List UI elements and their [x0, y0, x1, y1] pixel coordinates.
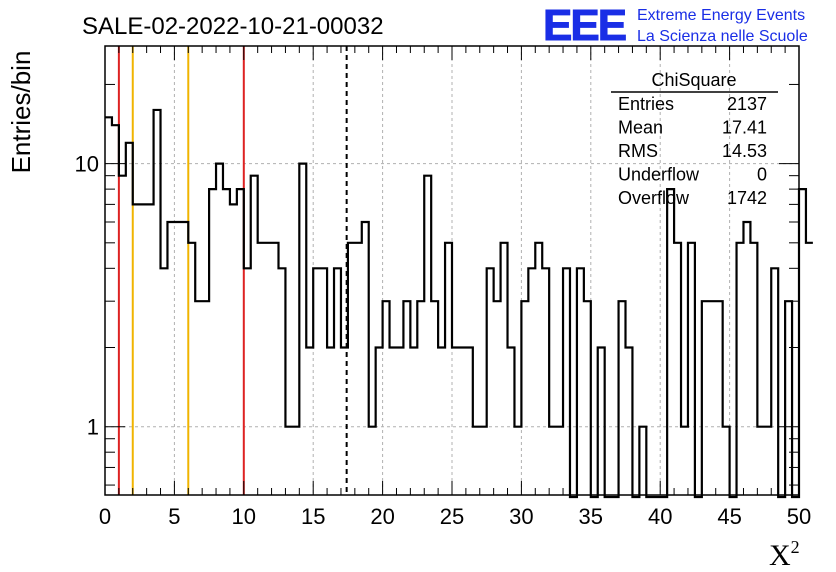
stats-row-value: 0: [757, 165, 767, 185]
stats-row-label: Mean: [618, 118, 663, 138]
axis-layer: 0 5 10 15 20 25 30 35 40 45 50 1 10: [75, 45, 811, 529]
marker-lines-layer: [117, 46, 348, 495]
stats-row-label: RMS: [618, 141, 658, 161]
eee-logo: EEE Extreme Energy Events La Scienza nel…: [543, 1, 808, 51]
logo-line-1: Extreme Energy Events: [637, 7, 805, 24]
x-tick-label: 45: [717, 504, 741, 529]
x-tick-label: 10: [232, 504, 256, 529]
stats-row-label: Entries: [618, 94, 674, 114]
stats-row-value: 2137: [727, 94, 767, 114]
x-axis-label-superscript: 2: [791, 537, 800, 557]
logo-line-2: La Scienza nelle Scuole: [637, 28, 808, 45]
stats-rows: Entries 2137 Mean 17.41 RMS 14.53 Underflow 0 Ov…: [618, 94, 767, 208]
x-axis-label-main: X: [769, 539, 791, 572]
x-tick-label: 50: [787, 504, 811, 529]
histogram-layer: [105, 108, 813, 499]
x-axis-label: X2: [769, 537, 800, 572]
chart-title: SALE-02-2022-10-21-00032: [82, 13, 384, 40]
x-tick-label: 30: [509, 504, 533, 529]
stats-title: ChiSquare: [651, 70, 736, 90]
stats-row-label: Underflow: [618, 165, 700, 185]
stats-row-label: Overflow: [618, 188, 690, 208]
logo-mark: EEE: [543, 1, 626, 50]
y-tick-label: 1: [87, 415, 99, 440]
x-tick-label: 40: [648, 504, 672, 529]
histogram-outline: [105, 108, 813, 499]
stats-row-value: 17.41: [722, 118, 767, 138]
y-tick-label: 10: [75, 152, 99, 177]
stats-box: ChiSquare Entries 2137 Mean 17.41 RMS 14.53 Un…: [611, 70, 778, 208]
x-tick-label: 5: [168, 504, 180, 529]
x-tick-label: 20: [370, 504, 394, 529]
stats-row-value: 14.53: [722, 141, 767, 161]
x-tick-label: 15: [301, 504, 325, 529]
x-tick-label: 25: [440, 504, 464, 529]
x-tick-label: 0: [99, 504, 111, 529]
x-tick-label: 35: [579, 504, 603, 529]
y-axis-label: Entries/bin: [6, 51, 36, 174]
stats-row-value: 1742: [727, 188, 767, 208]
